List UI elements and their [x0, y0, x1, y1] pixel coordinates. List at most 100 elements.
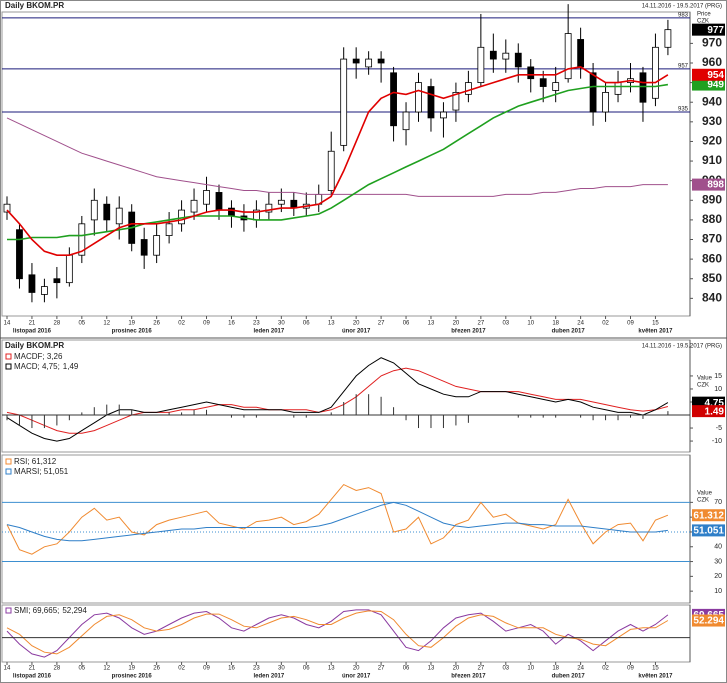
candle-body: [390, 72, 397, 127]
x-tick-label: 06: [303, 666, 310, 672]
histogram-bar: [418, 415, 420, 429]
y-axis-label: Price: [697, 12, 711, 18]
histogram-bar: [467, 415, 469, 423]
histogram-bar: [380, 396, 382, 416]
x-tick-label: 12: [103, 321, 110, 327]
y-tick-label: 15: [714, 373, 722, 380]
candle-body: [352, 58, 360, 64]
histogram-bar: [617, 415, 619, 421]
x-tick-label: 20: [453, 666, 460, 672]
histogram-bar: [530, 415, 532, 418]
x-tick-label: 23: [253, 321, 260, 327]
candle-body: [103, 203, 111, 221]
legend-label: MARSI; 51,051: [14, 467, 69, 476]
value-tag-label: 52.294: [693, 616, 724, 627]
y-axis-label: CZK: [697, 383, 709, 389]
month-label: březen 2017: [451, 329, 486, 335]
x-tick-label: 02: [602, 321, 609, 327]
histogram-bar: [430, 415, 432, 429]
x-tick-label: 27: [478, 321, 485, 327]
histogram-bar: [605, 415, 607, 421]
x-tick-label: 06: [403, 321, 410, 327]
candle-body: [577, 39, 585, 68]
y-tick-label: 870: [702, 232, 722, 246]
legend-label: 1,49: [63, 362, 79, 371]
x-tick-label: 30: [278, 321, 285, 327]
series-line: [6, 367, 669, 434]
value-tag-label: 954: [707, 70, 724, 81]
histogram-bar: [330, 412, 332, 416]
x-tick-label: 03: [502, 666, 509, 672]
legend-label: RSI; 61,312: [14, 457, 57, 466]
x-tick-label: 18: [552, 666, 559, 672]
x-tick-label: 09: [627, 321, 634, 327]
histogram-bar: [555, 415, 557, 418]
y-axis-label: CZK: [697, 498, 709, 504]
x-tick-label: 10: [527, 321, 534, 327]
x-tick-label: 09: [627, 666, 634, 672]
y-tick-label: -5: [716, 425, 722, 432]
candle-body: [265, 203, 273, 213]
x-tick-label: 27: [478, 666, 485, 672]
x-tick-label: 09: [203, 666, 210, 672]
chart-title: Daily BKOM.PR: [5, 1, 64, 10]
y-axis-label: CZK: [697, 19, 709, 25]
y-tick-label: 970: [702, 36, 722, 50]
series-line: [6, 117, 668, 197]
x-tick-label: 20: [353, 321, 360, 327]
candle-body: [589, 72, 597, 113]
histogram-bar: [455, 415, 457, 426]
series-line: [6, 357, 669, 442]
value-tag-label: 977: [707, 25, 724, 36]
x-tick-label: 09: [203, 321, 210, 327]
candle-body: [165, 223, 173, 236]
month-label: duben 2017: [552, 329, 586, 335]
x-tick-label: 30: [278, 666, 285, 672]
x-tick-label: 05: [78, 666, 85, 672]
y-tick-label: 890: [702, 192, 722, 206]
candle-body: [215, 192, 223, 211]
histogram-bar: [393, 407, 395, 416]
candle-body: [65, 254, 73, 284]
histogram-bar: [31, 415, 33, 429]
y-tick-label: 920: [702, 134, 722, 148]
value-tag: [692, 524, 725, 537]
x-tick-label: 14: [4, 666, 11, 672]
y-tick-label: 940: [702, 94, 722, 108]
value-tag-label: 949: [707, 80, 724, 91]
histogram-bar: [206, 409, 208, 416]
histogram-bar: [168, 412, 170, 416]
histogram-bar: [255, 415, 257, 418]
histogram-bar: [355, 394, 357, 416]
candle-body: [552, 82, 560, 91]
candle-body: [514, 52, 522, 68]
histogram-bar: [68, 415, 70, 421]
series-line: [6, 66, 669, 256]
x-tick-label: 26: [153, 666, 160, 672]
candle-body: [41, 286, 48, 295]
histogram-bar: [542, 415, 544, 418]
month-label: leden 2017: [254, 329, 285, 335]
candle-body: [140, 239, 148, 256]
candle-body: [614, 82, 622, 95]
histogram-bar: [442, 415, 444, 429]
histogram-bar: [243, 415, 245, 418]
candle-body: [90, 199, 98, 221]
value-tag-label: 4.75: [705, 398, 725, 409]
x-tick-label: 21: [29, 321, 36, 327]
x-tick-label: 19: [128, 666, 135, 672]
histogram-bar: [580, 415, 582, 418]
x-tick-label: 28: [54, 666, 61, 672]
histogram-bar: [642, 415, 644, 419]
histogram-bar: [181, 412, 183, 416]
x-tick-label: 26: [153, 321, 160, 327]
legend-label: MACDF; 3,26: [14, 352, 63, 361]
y-tick-label: 20: [714, 573, 722, 580]
candle-body: [415, 82, 422, 113]
x-tick-label: 13: [428, 666, 435, 672]
histogram-bar: [93, 407, 95, 416]
chart-title: Daily BKOM.PR: [5, 341, 64, 350]
x-tick-label: 14: [4, 321, 11, 327]
legend-swatch: [5, 353, 12, 360]
